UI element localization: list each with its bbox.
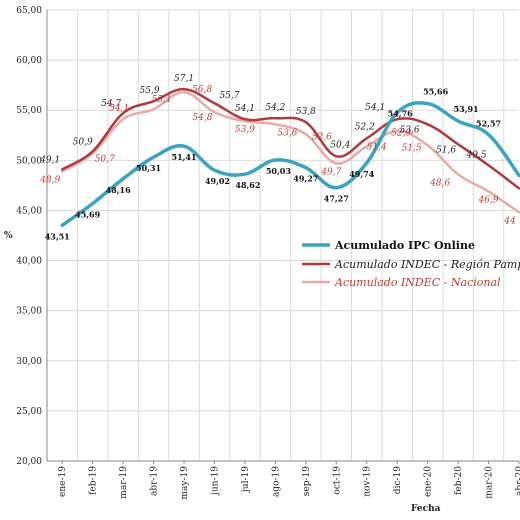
x-tick-label: oct-19 bbox=[332, 466, 342, 495]
x-axis: ene-19 feb-19 mar-19 abr-19 may-19 jun-19 jul-… bbox=[47, 460, 520, 500]
data-label-pampeana: 52,2 bbox=[355, 122, 375, 132]
data-label-ipc: 53,91 bbox=[454, 104, 479, 114]
data-label-pampeana: 54,1 bbox=[365, 103, 385, 113]
data-labels: 43,51 45,69 48,16 50,31 51,41 49,02 48,62 50,03… bbox=[39, 74, 516, 241]
x-tick-label: jul-19 bbox=[241, 466, 251, 493]
data-label-nacional: 48,6 bbox=[429, 178, 450, 188]
data-label-pampeana: 54,7 bbox=[101, 99, 121, 109]
legend-label-nacional: Acumulado INDEC - Nacional bbox=[334, 276, 501, 289]
data-label-nacional: 49,7 bbox=[320, 167, 341, 177]
data-label-ipc: 47,27 bbox=[324, 194, 349, 204]
data-label-nacional: 55,1 bbox=[152, 95, 172, 105]
data-label-ipc: 49,74 bbox=[349, 169, 374, 179]
data-label-pampeana: 51,6 bbox=[436, 145, 456, 155]
legend-label-ipc: Acumulado IPC Online bbox=[334, 239, 475, 252]
y-tick-label: 40,00 bbox=[16, 257, 42, 267]
data-label-ipc: 52,57 bbox=[476, 119, 501, 129]
x-tick-label: ago-19 bbox=[271, 466, 281, 497]
x-tick-label: sep-19 bbox=[302, 466, 312, 496]
y-tick-label: 60,00 bbox=[16, 56, 42, 66]
y-tick-label: 65,00 bbox=[16, 6, 42, 16]
data-label-pampeana: 49,5 bbox=[466, 150, 487, 160]
data-label-nacional: 51,4 bbox=[367, 142, 387, 152]
gridlines bbox=[46, 9, 519, 462]
x-tick-label: feb-19 bbox=[89, 466, 99, 495]
data-label-nacional: 52,6 bbox=[312, 132, 332, 142]
data-label-pampeana: 53,8 bbox=[296, 107, 316, 117]
x-tick-label: ene-19 bbox=[58, 466, 68, 497]
data-label-nacional: 53,9 bbox=[235, 125, 255, 135]
y-tick-label: 30,00 bbox=[16, 357, 42, 367]
data-label-nacional: 53,6 bbox=[277, 128, 297, 138]
data-label-pampeana: 54,2 bbox=[265, 103, 285, 113]
data-label-nacional: 46,9 bbox=[478, 195, 499, 205]
legend-label-pampeana: Acumulado INDEC - Región Pampeana bbox=[334, 258, 520, 271]
data-label-pampeana: 53,6 bbox=[400, 125, 420, 135]
data-label-ipc: 48,16 bbox=[106, 185, 131, 195]
data-label-nacional: 51,5 bbox=[402, 143, 422, 153]
data-label-ipc: 50,31 bbox=[136, 163, 161, 173]
data-label-nacional: 52,9 bbox=[391, 128, 411, 138]
data-label-ipc: 54,76 bbox=[388, 109, 413, 119]
data-label-ipc: 55,66 bbox=[423, 87, 448, 97]
series-indec-nacional bbox=[60, 90, 520, 214]
series-layer bbox=[60, 87, 520, 228]
x-tick-label: jun-19 bbox=[210, 466, 220, 496]
data-label-ipc: 45,69 bbox=[75, 210, 100, 220]
data-label-ipc: 49,27 bbox=[293, 174, 318, 184]
data-label-pampeana: 55,9 bbox=[140, 86, 160, 96]
data-label-pampeana: 55,7 bbox=[219, 91, 239, 101]
y-tick-label: 45,00 bbox=[16, 206, 42, 216]
data-label-nacional: 48,9 bbox=[39, 175, 60, 185]
x-axis-title: Fecha bbox=[411, 504, 441, 514]
x-tick-label: ene-20 bbox=[424, 466, 434, 497]
data-label-ipc: 48,62 bbox=[235, 180, 260, 190]
data-label-ipc: 51,41 bbox=[172, 152, 197, 162]
data-label-ipc: 49,02 bbox=[205, 176, 230, 186]
legend: Acumulado IPC Online Acumulado INDEC - R… bbox=[302, 239, 520, 289]
data-label-pampeana: 57,1 bbox=[174, 74, 194, 84]
series-ipc-online bbox=[60, 101, 520, 228]
y-tick-label: 25,00 bbox=[16, 407, 42, 417]
data-label-pampeana: 50,9 bbox=[73, 137, 93, 147]
data-label-pampeana: 49,1 bbox=[39, 155, 60, 165]
data-label-nacional: 54,8 bbox=[192, 113, 212, 123]
data-label-nacional: 54,1 bbox=[109, 104, 129, 114]
series-indec-pampeana bbox=[60, 87, 520, 190]
y-tick-label: 35,00 bbox=[16, 307, 42, 317]
y-axis-title: % bbox=[4, 231, 13, 241]
data-label-pampeana: 54,1 bbox=[235, 104, 255, 114]
data-label-ipc: 50,03 bbox=[266, 166, 291, 176]
x-tick-label: may-19 bbox=[180, 466, 190, 500]
data-label-nacional: 50,7 bbox=[95, 154, 115, 164]
x-tick-label: feb-20 bbox=[454, 466, 464, 495]
x-tick-label: mar-19 bbox=[119, 466, 129, 499]
data-label-nacional: 56,8 bbox=[192, 85, 212, 95]
x-tick-label: abr-19 bbox=[150, 466, 160, 496]
x-tick-label: mar-20 bbox=[485, 466, 495, 499]
x-tick-label: dic-19 bbox=[393, 466, 403, 494]
y-tick-label: 20,00 bbox=[16, 457, 42, 467]
y-tick-label: 50,00 bbox=[16, 156, 42, 166]
data-label-pampeana: 50,4 bbox=[330, 140, 350, 150]
data-label-ipc: 43,51 bbox=[45, 231, 70, 241]
x-tick-label: nov-19 bbox=[363, 466, 373, 497]
y-tick-label: 55,00 bbox=[16, 106, 42, 116]
x-tick-label: abr-20 bbox=[515, 466, 520, 496]
y-axis: 20,00 25,00 30,00 35,00 40,00 45,00 50,00 55,00… bbox=[16, 6, 48, 467]
data-label-nacional: 44 bbox=[503, 216, 516, 226]
